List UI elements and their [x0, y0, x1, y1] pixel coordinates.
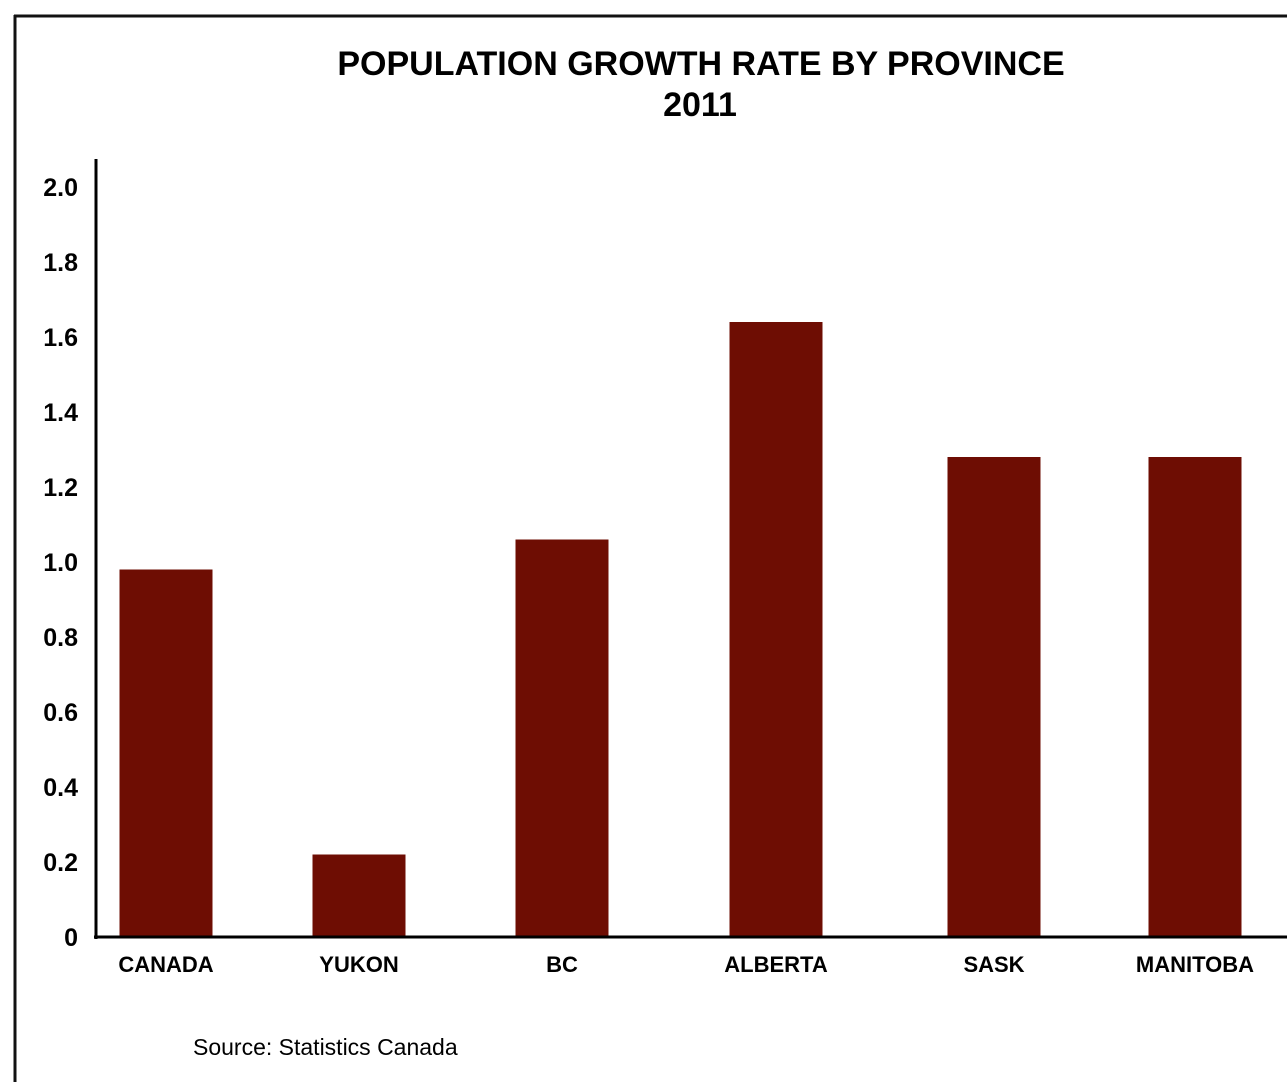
bar-canada — [119, 569, 213, 937]
y-axis-ticks: 0 0.2 0.4 0.6 0.8 1.0 1.2 1.4 1.6 1.8 2.0 — [43, 174, 78, 952]
chart-subtitle: 2011 — [663, 86, 737, 124]
x-tick-label: SASK — [963, 952, 1024, 977]
y-tick-label: 2.0 — [43, 174, 78, 202]
bar-manitoba — [1148, 457, 1242, 937]
y-tick-label: 1.4 — [43, 399, 78, 427]
y-tick-label: 0.2 — [43, 849, 78, 877]
bar-yukon — [312, 854, 406, 937]
x-tick-label: CANADA — [118, 952, 213, 977]
bar-sask — [947, 457, 1041, 937]
y-tick-label: 1.6 — [43, 324, 78, 352]
x-tick-label: MANITOBA — [1136, 952, 1254, 977]
y-tick-label: 0.6 — [43, 699, 78, 727]
chart-title: POPULATION GROWTH RATE BY PROVINCE — [337, 45, 1064, 83]
x-tick-label: YUKON — [319, 952, 398, 977]
bar-bc — [515, 539, 609, 937]
y-tick-label: 0.8 — [43, 624, 78, 652]
x-tick-label: ALBERTA — [724, 952, 828, 977]
x-tick-label: BC — [546, 952, 578, 977]
y-tick-label: 0 — [64, 924, 78, 952]
x-axis-labels: CANADA YUKON BC ALBERTA SASK MANITOBA — [118, 952, 1254, 977]
y-tick-label: 0.4 — [43, 774, 78, 802]
y-tick-label: 1.8 — [43, 249, 78, 277]
source-note: Source: Statistics Canada — [193, 1034, 458, 1060]
y-tick-label: 1.0 — [43, 549, 78, 577]
bars — [119, 322, 1242, 937]
bar-alberta — [729, 322, 823, 937]
y-tick-label: 1.2 — [43, 474, 78, 502]
